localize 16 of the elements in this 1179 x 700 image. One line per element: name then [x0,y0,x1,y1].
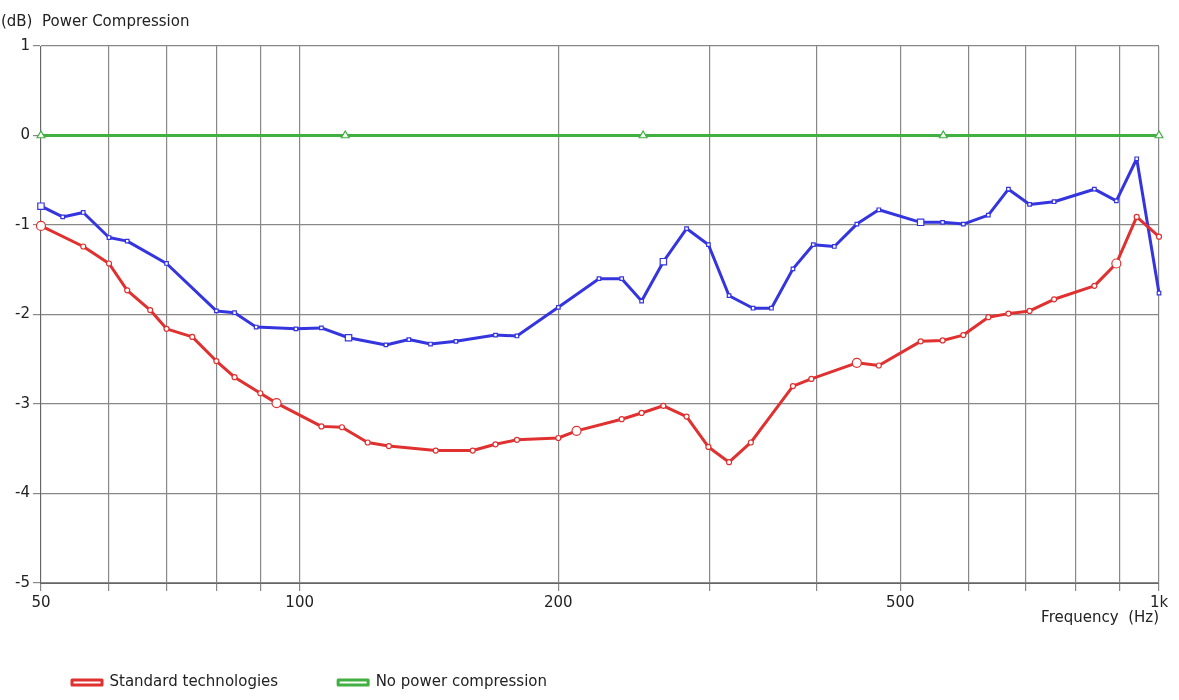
y-tick-label: -4 [14,483,30,502]
y-tick-label: -3 [14,393,30,412]
y-tick-label: 1 [20,35,30,54]
y-axis-title: (dB) Power Compression [0,12,190,31]
y-tick-label: -2 [14,304,30,323]
legend-label: Standard technologies [109,672,279,691]
x-tick-label: 500 [885,592,915,611]
x-tick-label: 100 [285,592,314,611]
x-axis-title: Frequency (Hz) [1041,608,1159,627]
y-tick-label: 0 [20,125,30,144]
x-tick-label: 1k [1149,592,1169,611]
legend-label: No power compression [375,672,548,691]
x-tick-label: 200 [544,592,573,611]
y-tick-label: -1 [14,214,30,233]
x-tick-label: 50 [31,592,51,611]
y-tick-label: -5 [14,572,30,591]
